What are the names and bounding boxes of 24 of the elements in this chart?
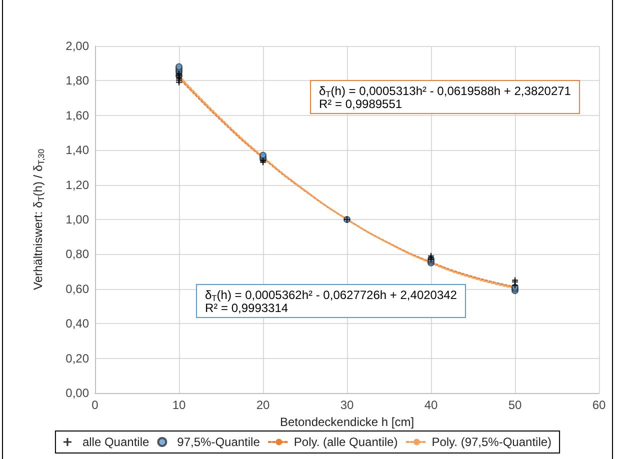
y-tick-label: 2,00 [66,39,90,53]
x-tick-label: 50 [508,398,522,412]
y-axis-title: Verhältniswert: δT(h) / δT,30 [31,148,46,290]
y-tick-label: 0,40 [66,316,90,331]
y-tick-label: 0,80 [66,247,90,262]
legend-label: 97,5%-Quantile [177,435,260,449]
legend-label: alle Quantile [82,435,150,449]
y-tick-label: 1,40 [66,143,90,158]
x-tick-label: 0 [92,398,99,412]
legend-label: Poly. (97,5%-Quantile) [432,435,552,449]
legend-label: Poly. (alle Quantile) [294,435,398,449]
y-tick-label: 0,20 [66,351,90,366]
x-tick-label: 30 [340,398,354,412]
x-tick-label: 20 [256,398,270,412]
x-tick-label: 40 [424,398,438,412]
x-tick-label: 60 [592,398,606,412]
x-axis-title: Betondeckendicke h [cm] [280,414,414,429]
y-tick-label: 0,00 [66,386,90,400]
y-tick-label: 1,20 [66,178,90,192]
x-tick-label: 10 [172,398,186,412]
y-tick-label: 0,60 [66,282,90,296]
y-tick-label: 1,80 [66,74,90,88]
y-tick-label: 1,00 [66,212,90,226]
y-tick-label: 1,60 [66,108,90,122]
